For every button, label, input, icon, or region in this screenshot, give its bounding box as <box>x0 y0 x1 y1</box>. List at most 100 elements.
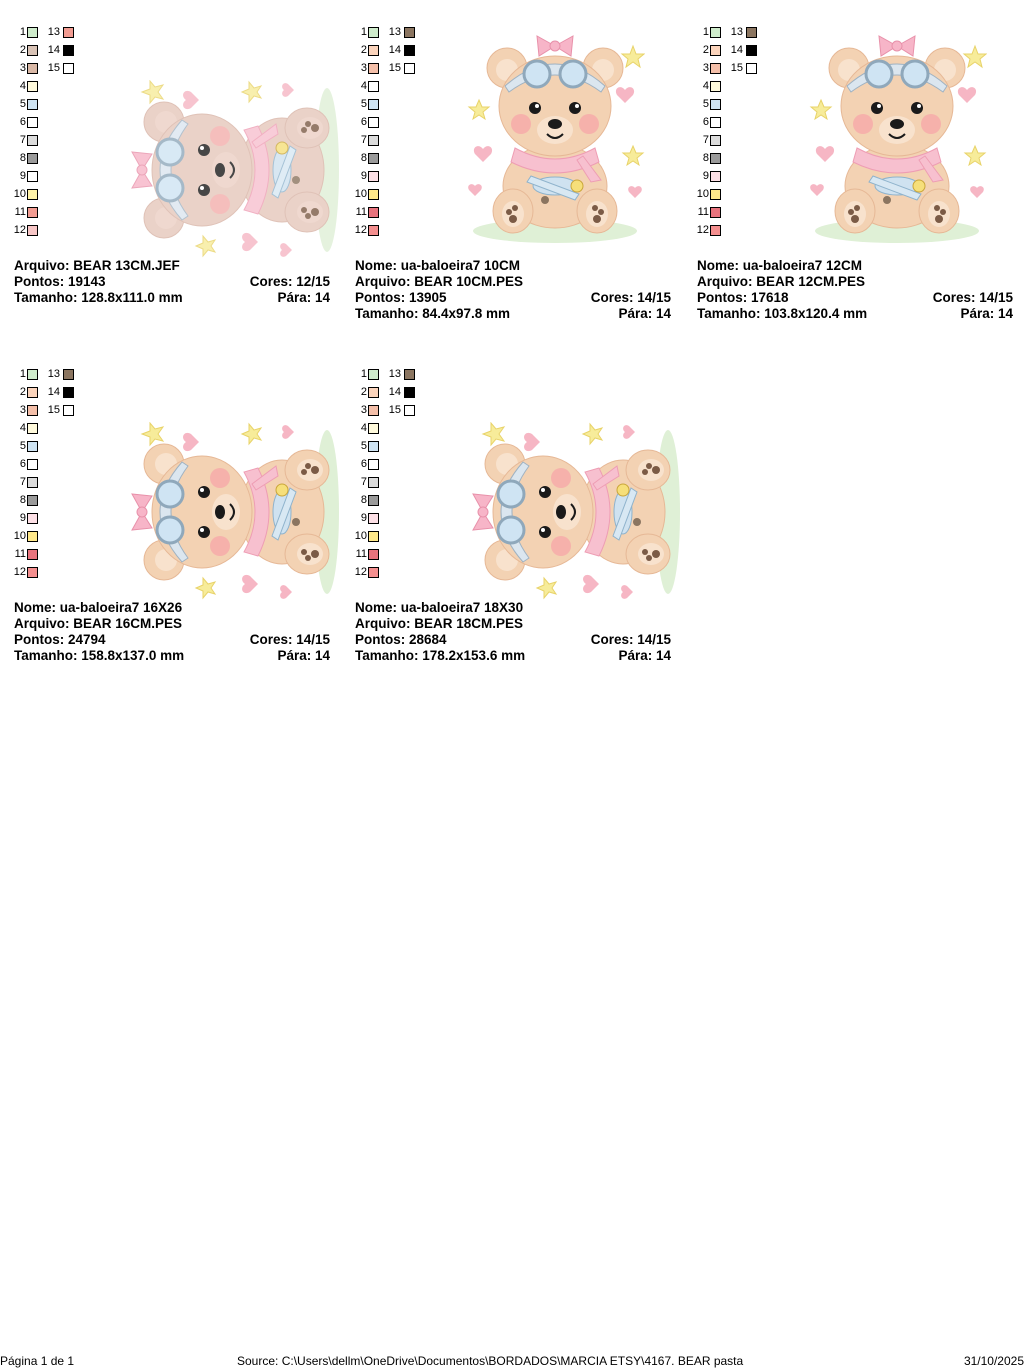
color-swatch <box>710 171 721 182</box>
bear-head <box>472 443 594 581</box>
info-line: Tamanho: 84.4x97.8 mm Pára: 14 <box>355 306 671 322</box>
color-swatch <box>710 225 721 236</box>
info-label: Arquivo: BEAR 12CM.PES <box>697 274 866 289</box>
color-swatch <box>27 45 38 56</box>
color-swatch <box>710 189 721 200</box>
color-swatch <box>368 81 379 92</box>
color-swatch <box>404 27 415 38</box>
info-line: Pontos: 13905 Cores: 14/15 <box>355 290 671 306</box>
info-line: Arquivo: BEAR 18CM.PES <box>355 616 671 632</box>
palette-number: 5 <box>19 440 26 452</box>
palette-number: 3 <box>702 62 709 74</box>
color-swatch <box>27 441 38 452</box>
info-line: Tamanho: 158.8x137.0 mm Pára: 14 <box>14 648 330 664</box>
palette-number: 2 <box>19 386 26 398</box>
design-card: 1 2 3 4 5 6 7 8 9 10 11 12 13 14 15 <box>355 368 685 698</box>
color-swatch <box>710 99 721 110</box>
color-swatch <box>27 477 38 488</box>
palette-number: 9 <box>360 512 367 524</box>
color-swatch <box>746 27 757 38</box>
info-value-right: Cores: 12/15 <box>249 274 330 289</box>
bow-icon <box>536 35 574 57</box>
palette-number: 13 <box>47 26 60 38</box>
info-label: Arquivo: BEAR 16CM.PES <box>14 616 183 631</box>
bow-icon <box>472 493 494 531</box>
color-swatch <box>368 189 379 200</box>
palette-number: 13 <box>388 368 401 380</box>
color-swatch <box>63 369 74 380</box>
palette-number: 15 <box>388 62 401 74</box>
toy-airplane-icon <box>271 483 300 541</box>
info-label: Pontos: 19143 <box>14 274 106 289</box>
palette-number: 12 <box>13 224 26 236</box>
toy-airplane-icon <box>868 175 926 204</box>
info-label: Tamanho: 158.8x137.0 mm <box>14 648 185 663</box>
color-swatch <box>710 207 721 218</box>
color-swatch <box>368 171 379 182</box>
color-swatch <box>27 225 38 236</box>
bear-head <box>131 443 253 581</box>
bow-icon <box>878 35 916 57</box>
info-label: Nome: ua-baloeira7 10CM <box>355 258 521 273</box>
color-swatch <box>27 387 38 398</box>
color-swatch <box>27 369 38 380</box>
star-icon <box>140 79 263 258</box>
info-value-right: Cores: 14/15 <box>932 290 1013 305</box>
palette-number: 7 <box>360 476 367 488</box>
palette-number: 1 <box>19 26 26 38</box>
info-label: Arquivo: BEAR 10CM.PES <box>355 274 524 289</box>
design-card: 1 2 3 4 5 6 7 8 9 10 11 12 13 14 15 <box>14 368 344 698</box>
embroidery-preview <box>807 26 988 251</box>
palette-number: 9 <box>702 170 709 182</box>
color-swatch <box>27 207 38 218</box>
bear-body <box>834 143 960 234</box>
palette-number: 14 <box>47 386 60 398</box>
color-swatch <box>368 45 379 56</box>
heart-icon <box>183 83 294 257</box>
bear-body <box>580 449 671 575</box>
info-line: Tamanho: 178.2x153.6 mm Pára: 14 <box>355 648 671 664</box>
info-label: Pontos: 24794 <box>14 632 106 647</box>
color-swatch <box>368 225 379 236</box>
footer-source-path: Source: C:\Users\dellm\OneDrive\Document… <box>237 1354 744 1368</box>
color-swatch <box>710 153 721 164</box>
star-icon <box>467 44 646 167</box>
palette-number: 15 <box>388 404 401 416</box>
palette-number: 13 <box>730 26 743 38</box>
footer-page-number: Página 1 de 1 <box>0 1354 75 1368</box>
palette-number: 4 <box>19 80 26 92</box>
design-info: Arquivo: BEAR 13CM.JEF Pontos: 19143 Cores… <box>14 258 330 306</box>
color-swatch <box>63 45 74 56</box>
color-swatch <box>368 441 379 452</box>
palette-number: 15 <box>730 62 743 74</box>
bow-icon <box>131 151 153 189</box>
bear-head <box>828 35 966 157</box>
color-swatch <box>368 117 379 128</box>
palette-number: 1 <box>19 368 26 380</box>
palette-number: 6 <box>19 458 26 470</box>
color-swatch <box>27 189 38 200</box>
palette-number: 14 <box>730 44 743 56</box>
palette-number: 6 <box>360 116 367 128</box>
color-swatch <box>710 117 721 128</box>
palette-number: 5 <box>702 98 709 110</box>
info-line: Arquivo: BEAR 13CM.JEF <box>14 258 330 274</box>
palette-number: 2 <box>702 44 709 56</box>
palette-number: 11 <box>355 548 367 560</box>
palette-number: 15 <box>47 62 60 74</box>
palette-number: 6 <box>702 116 709 128</box>
palette-number: 6 <box>19 116 26 128</box>
color-swatch <box>368 63 379 74</box>
palette-number: 9 <box>19 512 26 524</box>
info-line: Pontos: 28684 Cores: 14/15 <box>355 632 671 648</box>
color-swatch <box>368 459 379 470</box>
palette-number: 12 <box>13 566 26 578</box>
design-card: 1 2 3 4 5 6 7 8 9 10 11 12 13 14 15 <box>355 26 685 356</box>
color-swatch <box>368 153 379 164</box>
color-swatch <box>27 513 38 524</box>
color-swatch <box>368 207 379 218</box>
info-label: Nome: ua-baloeira7 18X30 <box>355 600 524 615</box>
palette-number: 7 <box>19 134 26 146</box>
palette-number: 9 <box>19 170 26 182</box>
palette-number: 15 <box>47 404 60 416</box>
